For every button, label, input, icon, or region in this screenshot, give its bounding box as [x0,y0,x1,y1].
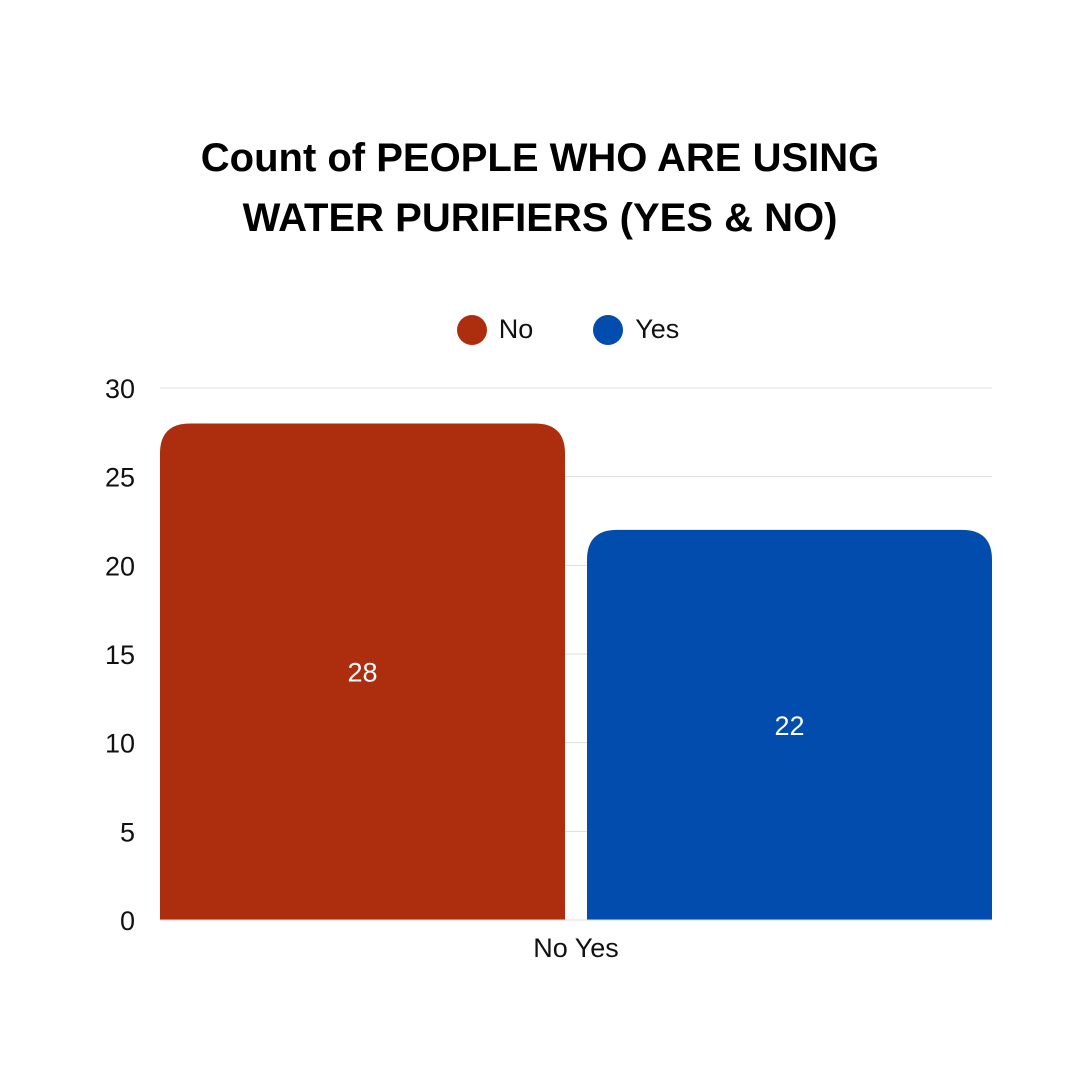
data-label-no: 28 [347,658,377,688]
y-tick-label-10: 10 [105,729,135,759]
chart-title-line-1: Count of PEOPLE WHO ARE USING [200,136,880,180]
chart-legend: No Yes [0,314,1080,345]
bar-yes [587,529,992,920]
bar-no [160,423,565,920]
chart-title: Count of PEOPLE WHO ARE USING WATER PURI… [0,128,1080,248]
y-tick-label-25: 25 [105,463,135,493]
y-tick-label-30: 30 [105,374,135,404]
data-label-yes: 22 [774,711,804,741]
y-tick-label-5: 5 [120,817,135,847]
legend-item-yes[interactable]: Yes [593,314,679,345]
legend-item-no[interactable]: No [456,314,534,345]
y-tick-label-20: 20 [105,551,135,581]
legend-label-yes: Yes [635,314,680,344]
chart-title-line-2: WATER PURIFIERS (YES & NO) [242,196,838,240]
legend-label-no: No [498,314,534,344]
legend-swatch-yes [593,314,624,345]
legend-swatch-no [456,314,487,345]
y-tick-label-15: 15 [105,640,135,670]
y-tick-label-0: 0 [120,906,135,936]
x-tick-label-0: No Yes [533,933,619,963]
